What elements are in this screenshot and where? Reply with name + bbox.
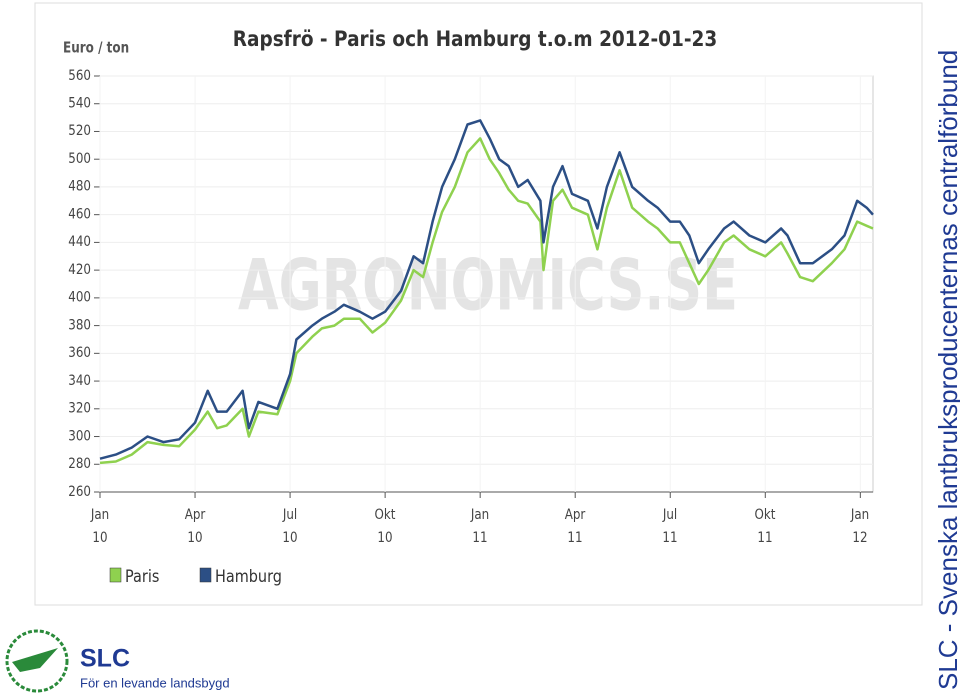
legend-label: Paris	[125, 566, 159, 586]
x-tick-label: Okt 10	[374, 507, 396, 546]
y-tick-label: 340	[68, 373, 91, 389]
y-tick-label: 540	[68, 96, 91, 112]
y-tick-label: 280	[68, 456, 91, 472]
y-tick-label: 440	[68, 234, 91, 250]
y-tick-label: 520	[68, 123, 91, 139]
y-tick-label: 480	[68, 179, 91, 195]
x-tick-label: Jan 10	[90, 507, 110, 546]
line-series	[99, 137, 874, 465]
side-text: SLC - Svenska lantbruksproducenternas ce…	[933, 50, 960, 690]
y-axis-label: Euro / ton	[63, 39, 129, 57]
logo-plough	[12, 648, 58, 672]
chart-title: Rapsfrö - Paris och Hamburg t.o.m 2012-0…	[233, 27, 717, 51]
x-tick-label: Apr 11	[564, 507, 586, 546]
y-tick-label: 400	[68, 290, 91, 306]
logo-title: SLC	[80, 645, 130, 673]
y-tick-label: 260	[68, 484, 91, 500]
y-tick-label: 420	[68, 262, 91, 278]
legend-swatch	[109, 567, 122, 583]
x-tick-label: Apr 10	[184, 507, 206, 546]
x-tick-label: Jul 10	[282, 507, 298, 546]
legend-swatch	[199, 567, 212, 583]
legend-label: Hamburg	[215, 566, 282, 586]
x-tick-label: Jul 11	[662, 507, 678, 546]
logo-subtitle: För en levande landsbygd	[80, 675, 230, 690]
y-tick-label: 320	[68, 401, 91, 417]
y-tick-label: 560	[68, 68, 91, 84]
y-tick-label: 460	[68, 207, 91, 223]
y-tick-label: 380	[68, 318, 91, 334]
line-series	[99, 119, 874, 460]
y-tick-label: 300	[68, 428, 91, 444]
logo	[5, 629, 69, 693]
x-tick-label: Jan 11	[470, 507, 490, 546]
y-tick-label: 500	[68, 151, 91, 167]
watermark: AGRONOMICS.SE	[238, 245, 738, 326]
x-tick-label: Okt 11	[754, 507, 776, 546]
x-tick-label: Jan 12	[851, 507, 870, 546]
logo-ring	[5, 629, 69, 693]
y-tick-label: 360	[68, 345, 91, 361]
